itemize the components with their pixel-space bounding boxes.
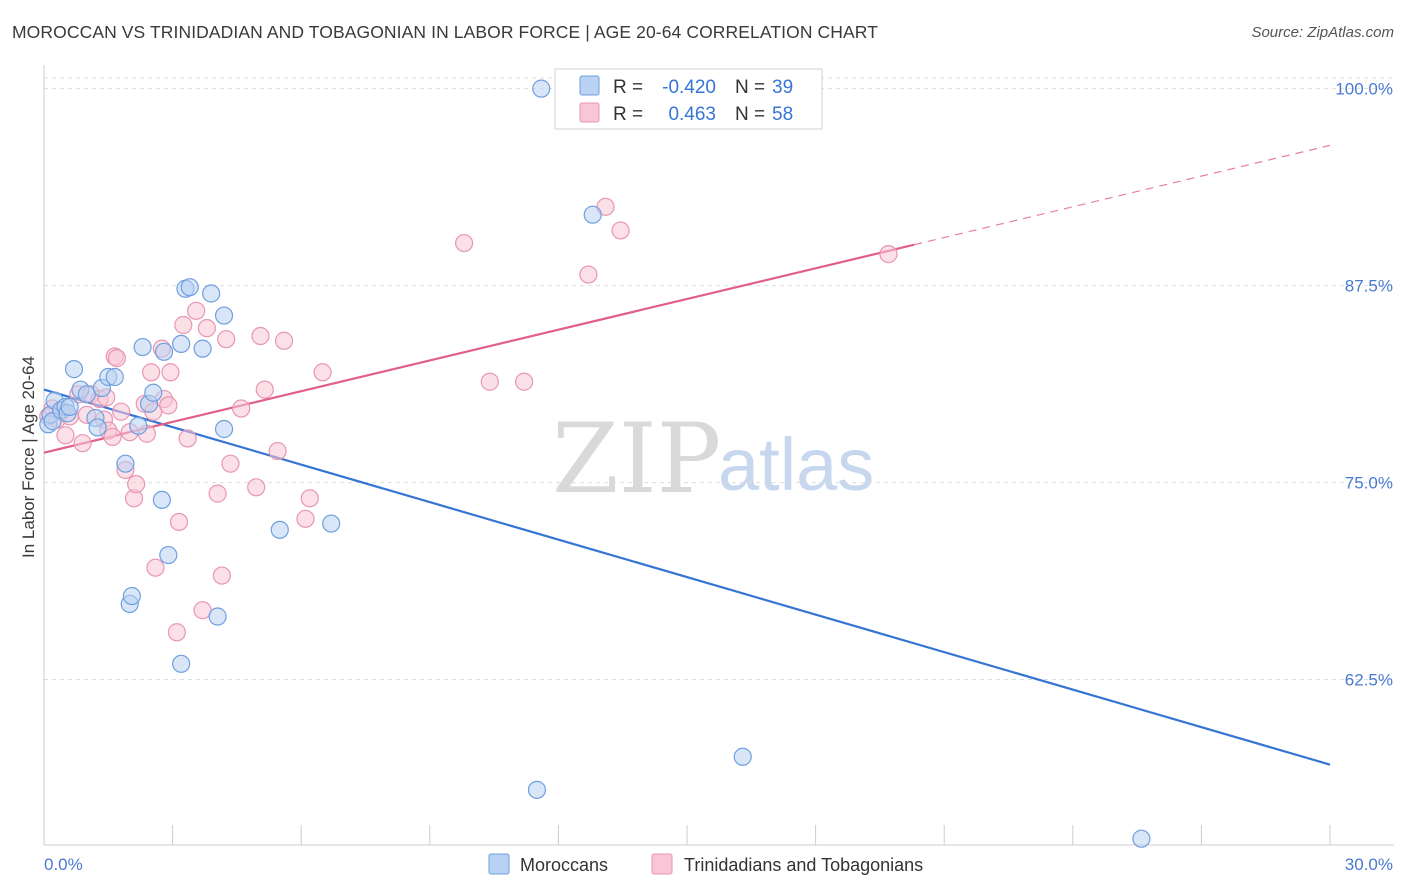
legend-r-value-2: 0.463	[668, 104, 716, 125]
chart-title: MOROCCAN VS TRINIDADIAN AND TOBAGONIAN I…	[12, 22, 878, 42]
y-tick-label: 62.5%	[1345, 671, 1393, 690]
point-moroccans	[1132, 829, 1151, 848]
point-trini	[251, 326, 270, 346]
point-trini	[268, 441, 287, 461]
point-trini	[232, 399, 251, 418]
point-trini	[208, 484, 227, 503]
x-tick-label: 0.0%	[44, 855, 83, 874]
point-moroccans	[180, 278, 199, 297]
bottom-legend-moroccans: Moroccans	[520, 855, 608, 875]
point-moroccans	[60, 397, 79, 417]
bottom-legend-swatch-moroccans	[488, 853, 510, 875]
watermark-atlas: atlas	[718, 423, 874, 506]
legend-n-value-2: 58	[772, 104, 793, 125]
point-trini	[159, 396, 178, 415]
grid-lines	[44, 77, 1394, 681]
bottom-legend-trini: Trinidadians and Tobagonians	[684, 855, 923, 875]
point-moroccans	[172, 334, 191, 354]
point-moroccans	[208, 607, 227, 626]
point-trini	[611, 221, 630, 240]
legend-n-label-2: N =	[735, 104, 765, 125]
point-moroccans	[116, 454, 135, 473]
point-trini	[161, 363, 180, 382]
point-trini	[142, 363, 161, 382]
point-trini	[247, 478, 266, 497]
legend-r-value-1: -0.420	[662, 77, 716, 98]
point-trini	[255, 380, 274, 399]
point-trini	[169, 512, 189, 532]
legend-r-label-1: R =	[613, 77, 643, 98]
y-tick-label: 75.0%	[1345, 474, 1393, 493]
point-trini	[103, 427, 122, 446]
point-trini	[174, 315, 193, 335]
x-tick-label: 30.0%	[1345, 855, 1393, 874]
point-moroccans	[152, 490, 171, 510]
point-moroccans	[270, 520, 289, 539]
point-moroccans	[322, 514, 341, 533]
point-moroccans	[202, 284, 221, 303]
point-moroccans	[527, 780, 547, 799]
point-moroccans	[733, 747, 752, 766]
trendline-dashed	[914, 144, 1331, 246]
point-trini	[73, 434, 92, 453]
y-axis-label: In Labor Force | Age 20-64	[19, 356, 38, 558]
point-moroccans	[133, 337, 152, 357]
point-trini	[197, 319, 216, 338]
point-moroccans	[88, 418, 107, 437]
tick-labels: 100.0% 87.5% 75.0% 62.5% 0.0% 30.0%	[44, 80, 1393, 874]
point-trini	[127, 475, 146, 494]
point-trini	[579, 265, 598, 284]
point-moroccans	[122, 586, 141, 606]
legend-r-label-2: R =	[613, 104, 643, 125]
point-trini	[879, 244, 898, 264]
watermark-zip: ZIP	[552, 403, 721, 515]
point-trini	[112, 402, 131, 421]
point-trini	[274, 331, 294, 350]
legend-n-value-1: 39	[772, 77, 793, 98]
point-moroccans	[154, 342, 174, 361]
point-trini	[480, 372, 499, 391]
axes	[43, 65, 1394, 846]
point-trini	[178, 429, 197, 448]
chart-source: Source: ZipAtlas.com	[1251, 24, 1394, 41]
legend-swatch-trini	[579, 102, 600, 123]
series-legend: Moroccans Trinidadians and Tobagonians	[488, 853, 923, 875]
point-trini	[313, 363, 332, 382]
point-moroccans	[159, 545, 178, 565]
point-trini	[107, 348, 126, 368]
data-points	[39, 79, 1151, 848]
point-trini	[515, 372, 534, 391]
point-moroccans	[532, 79, 551, 98]
point-moroccans	[583, 205, 602, 224]
point-trini	[454, 233, 474, 253]
trendlines	[43, 144, 1331, 766]
trendline-solid	[43, 388, 1331, 766]
point-moroccans	[172, 654, 191, 673]
point-moroccans	[64, 360, 84, 379]
point-trini	[167, 623, 186, 642]
legend-n-label-1: N =	[735, 77, 765, 98]
point-moroccans	[129, 416, 148, 435]
point-trini	[217, 330, 236, 349]
legend-swatch-moroccans	[579, 75, 600, 96]
point-trini	[212, 566, 231, 585]
point-moroccans	[105, 367, 124, 387]
point-moroccans	[193, 339, 212, 358]
point-trini	[146, 558, 165, 577]
point-trini	[300, 489, 319, 508]
correlation-legend: R = -0.420 N = 39 R = 0.463 N = 58	[554, 68, 823, 130]
point-moroccans	[214, 306, 234, 325]
point-trini	[187, 301, 206, 320]
y-tick-label: 100.0%	[1335, 80, 1393, 99]
trendline-solid	[43, 243, 915, 454]
point-trini	[56, 426, 75, 445]
bottom-legend-swatch-trini	[651, 853, 673, 875]
point-trini	[221, 454, 240, 473]
point-trini	[296, 509, 315, 528]
point-moroccans	[144, 383, 163, 402]
y-tick-label: 87.5%	[1345, 277, 1393, 296]
point-moroccans	[214, 419, 234, 439]
